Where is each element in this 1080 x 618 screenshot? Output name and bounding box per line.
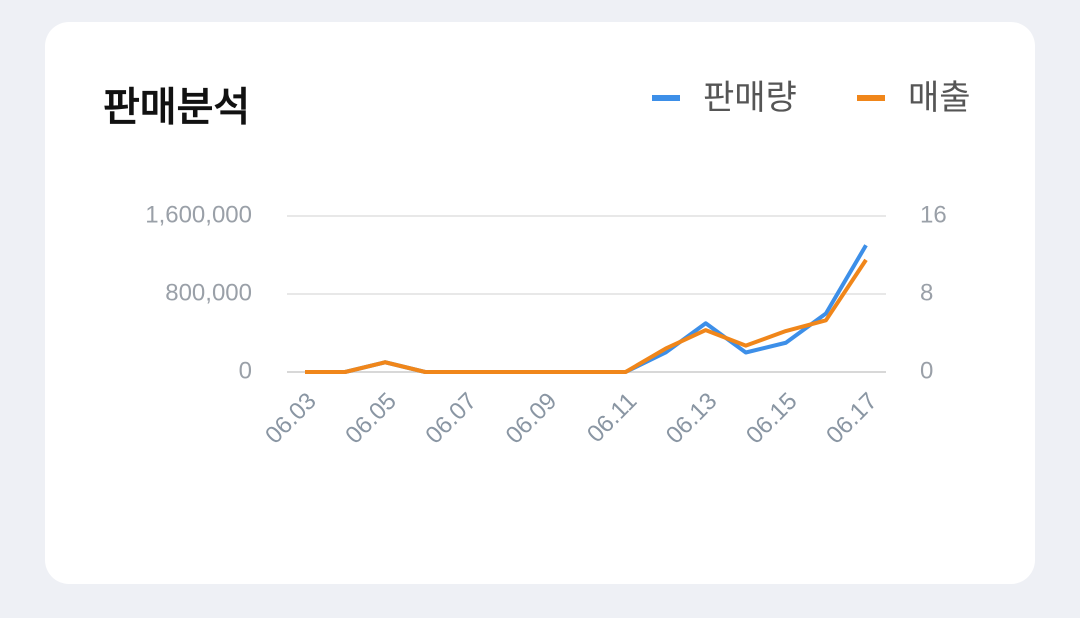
x-tick-label: 06.13 (661, 388, 723, 450)
y-tick-label: 0 (239, 357, 252, 384)
x-tick-label: 06.11 (582, 388, 642, 448)
y-tick-label: 800,000 (165, 279, 252, 306)
y2-tick-label: 8 (920, 279, 933, 306)
chart-title: 판매분석 (103, 86, 250, 130)
y2-tick-label: 0 (920, 357, 933, 384)
card (45, 22, 1035, 584)
y-tick-label: 1,600,000 (145, 201, 252, 228)
legend-label: 매출 (908, 79, 971, 117)
series-line (305, 244, 868, 374)
y2-tick-label: 16 (920, 201, 947, 228)
x-tick-label: 06.17 (821, 388, 883, 450)
x-tick-label: 06.09 (501, 388, 563, 450)
x-tick-label: 06.15 (741, 388, 803, 450)
x-tick-label: 06.05 (340, 388, 402, 450)
legend-label: 판매량 (703, 79, 797, 117)
x-tick-label: 06.07 (420, 388, 482, 450)
x-tick-label: 06.03 (260, 388, 322, 450)
series-line (305, 258, 868, 374)
